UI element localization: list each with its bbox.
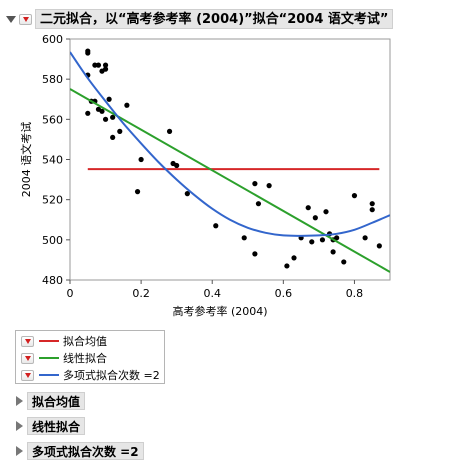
y-tick-label: 560 [42,113,63,126]
data-point [319,237,326,243]
legend-item-linear[interactable]: 线性拟合 [21,350,107,366]
data-point [85,50,91,56]
x-tick-label: 0.8 [346,287,364,300]
data-point [106,96,112,102]
data-point [341,259,347,265]
legend-label-mean: 拟合均值 [63,335,107,348]
data-point [312,215,318,221]
outline-label-polynomial-fit[interactable]: 多项式拟合次数 =2 [27,441,144,460]
data-point [369,201,375,207]
legend: 拟合均值 线性拟合 多项式拟合次数 =2 [15,330,165,384]
data-point [110,134,116,141]
y-tick-label: 540 [42,154,63,167]
data-point [369,207,375,213]
data-point [134,189,141,195]
outline-fit-mean[interactable]: 拟合均值 [16,391,86,410]
data-point [252,251,258,257]
collapse-triangle-icon[interactable] [6,15,16,23]
bivariate-fit-plot[interactable]: 480 500 520 540 560 580 600 0 0.2 0.4 0.6 0.8 高考参考率 … [0,28,449,328]
data-point [362,235,368,241]
data-point [110,114,116,120]
data-point [334,235,340,241]
data-point [213,223,219,229]
expand-triangle-icon[interactable] [16,445,23,456]
data-point [99,108,105,114]
outline-label-fit-mean[interactable]: 拟合均值 [27,391,86,410]
linear-fit-line [70,88,390,273]
outline-linear-fit[interactable]: 线性拟合 [16,416,86,435]
data-point [330,249,336,255]
red-triangle-menu-icon[interactable] [21,369,34,381]
data-point [252,181,258,187]
data-point [166,128,173,134]
data-point [284,263,290,269]
report-header: 二元拟合，以“高考参考率 (2004)”拟合“2004 语文考试” [6,8,443,30]
x-tick-label: 0 [67,287,74,300]
y-tick-label: 600 [42,33,63,46]
data-point [117,128,123,134]
data-point [184,191,190,197]
red-triangle-menu-icon[interactable] [21,335,34,347]
data-point [124,102,130,108]
data-point [376,243,382,249]
legend-item-mean[interactable]: 拟合均值 [21,333,107,349]
data-point [102,116,109,122]
y-tick-label: 580 [42,73,63,86]
x-axis-label: 高考参考率 (2004) [172,304,267,318]
data-point [138,156,144,163]
outline-label-linear-fit[interactable]: 线性拟合 [27,416,86,435]
legend-label-polynomial: 多项式拟合次数 =2 [63,369,160,382]
legend-label-linear: 线性拟合 [63,352,107,365]
data-point [85,110,91,116]
legend-swatch-linear [39,357,59,359]
data-point [92,62,98,68]
red-triangle-menu-icon[interactable] [19,13,32,25]
data-point [241,235,247,241]
data-point [305,205,311,211]
report-title: 二元拟合，以“高考参考率 (2004)”拟合“2004 语文考试” [35,9,394,29]
data-point [102,62,109,68]
legend-swatch-polynomial [39,374,59,376]
data-point [255,201,262,207]
legend-item-polynomial[interactable]: 多项式拟合次数 =2 [21,367,160,383]
x-tick-label: 0.2 [132,287,150,300]
data-point [291,255,297,261]
expand-triangle-icon[interactable] [16,420,23,431]
legend-swatch-mean [39,340,59,342]
y-tick-label: 500 [42,234,63,247]
data-point [174,162,180,169]
y-axis-label: 2004 语文考试 [19,122,33,198]
quadratic-fit-curve [70,51,390,237]
data-point [323,209,329,215]
data-point [102,66,109,72]
data-point [95,62,102,68]
data-point [351,193,358,199]
x-tick-label: 0.6 [275,287,293,300]
expand-triangle-icon[interactable] [16,395,23,406]
red-triangle-menu-icon[interactable] [21,352,34,364]
y-tick-label: 480 [42,274,63,287]
data-point [309,239,315,245]
x-tick-label: 0.4 [203,287,221,300]
outline-polynomial-fit[interactable]: 多项式拟合次数 =2 [16,441,144,460]
y-tick-label: 520 [42,194,63,207]
data-point [266,183,272,189]
